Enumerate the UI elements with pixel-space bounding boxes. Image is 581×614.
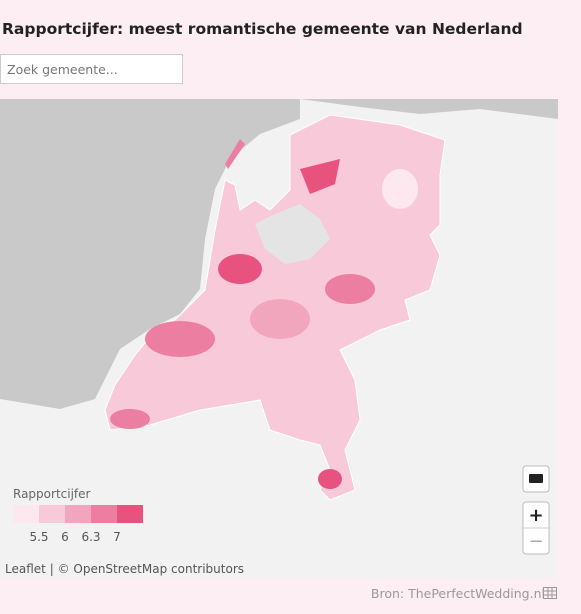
table-icon[interactable] <box>543 587 557 599</box>
sea <box>0 99 300 409</box>
legend-title: Rapportcijfer <box>13 487 91 501</box>
island <box>225 139 245 169</box>
region <box>382 169 418 209</box>
legend-swatch <box>91 505 117 523</box>
sea <box>300 99 558 119</box>
legend-swatch <box>39 505 65 523</box>
legend-swatch <box>65 505 91 523</box>
attribution: Leaflet | © OpenStreetMap contributors <box>5 562 244 576</box>
region <box>218 254 262 284</box>
attribution-link[interactable]: Leaflet <box>5 562 46 576</box>
region <box>300 159 340 194</box>
keyboard-button[interactable] <box>522 465 550 493</box>
keyboard-icon <box>529 474 543 483</box>
legend: Rapportcijfer 5.5 6 6.3 7 <box>13 487 143 544</box>
legend-label: 7 <box>113 530 121 544</box>
legend-swatch <box>13 505 39 523</box>
region <box>145 321 215 357</box>
region <box>250 299 310 339</box>
region <box>318 469 342 489</box>
source: Bron: ThePerfectWedding.nl <box>370 586 545 601</box>
legend-label: 6.3 <box>81 530 100 544</box>
search-input[interactable]: Zoek gemeente... <box>0 54 183 84</box>
title: Rapportcijfer: meest romantische gemeent… <box>2 20 523 38</box>
map[interactable]: Rapportcijfer 5.5 6 6.3 7 + − Leaflet | © O… <box>0 99 558 578</box>
region <box>110 409 150 429</box>
attribution-separator: | <box>50 562 54 576</box>
zoom-in[interactable]: + <box>528 505 543 526</box>
attribution-text: © OpenStreetMap contributors <box>58 562 244 576</box>
legend-swatch <box>117 505 143 523</box>
legend-label: 6 <box>61 530 69 544</box>
zoom-out[interactable]: − <box>528 531 543 552</box>
legend-label: 5.5 <box>29 530 48 544</box>
ijsselmeer <box>255 204 330 264</box>
region <box>325 274 375 304</box>
